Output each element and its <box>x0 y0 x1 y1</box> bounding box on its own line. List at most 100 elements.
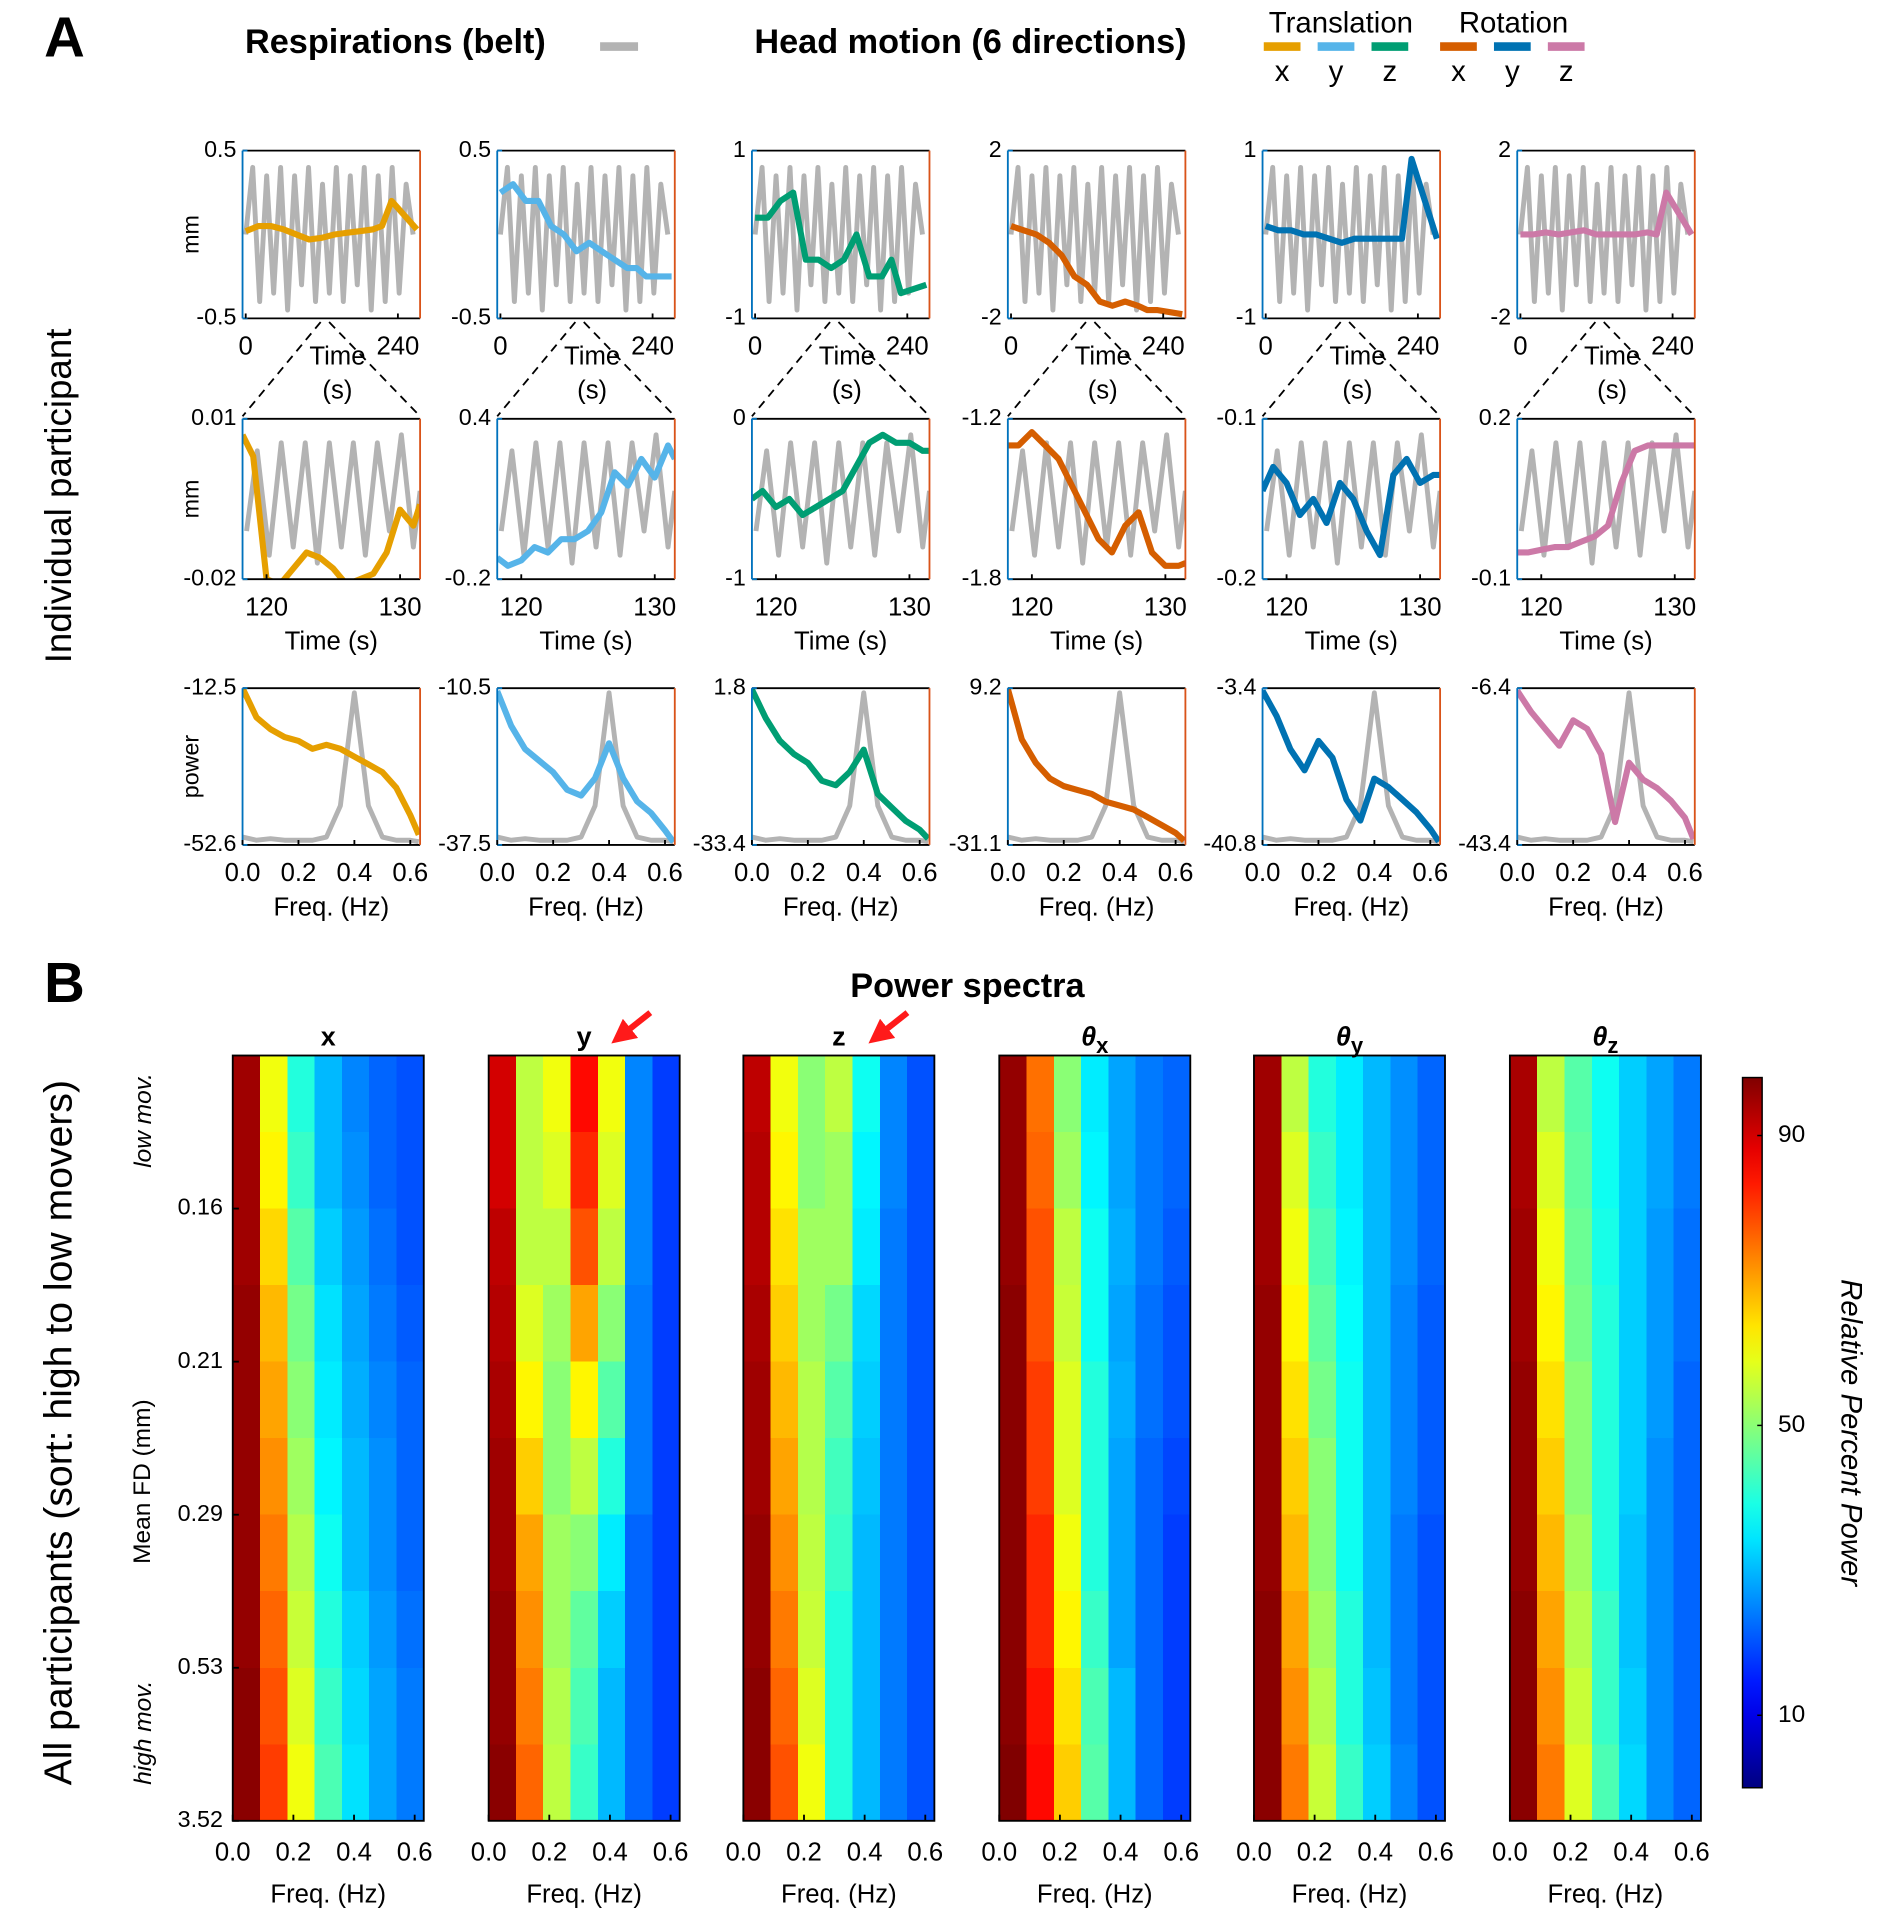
x-tick-label: 0.2 <box>281 859 317 887</box>
motion-line <box>497 689 675 844</box>
respiration-line <box>752 164 925 313</box>
y-tick-label: -1.2 <box>962 404 1002 430</box>
heat-cell <box>1253 1591 1282 1669</box>
heat-cell <box>1591 1055 1620 1133</box>
respiration-line <box>1007 690 1185 845</box>
heat-cell <box>1537 1132 1566 1210</box>
respiration-line <box>1518 432 1695 566</box>
motion-line <box>242 433 421 580</box>
heat-cell <box>852 1208 881 1286</box>
heat-cell <box>341 1055 370 1133</box>
x-axis-label: Freq. (Hz) <box>781 1880 897 1908</box>
heat-cell <box>770 1132 799 1210</box>
heat-cell <box>1509 1744 1538 1822</box>
row-label: All participants (sort: high to low move… <box>38 1080 81 1785</box>
heat-cell <box>999 1667 1028 1746</box>
heat-cell <box>1390 1591 1419 1669</box>
heat-cell <box>232 1285 261 1363</box>
motion-line <box>1010 223 1183 318</box>
heat-cell <box>1591 1132 1620 1210</box>
annotation-arrow <box>868 1010 910 1044</box>
x-tick-label: 0.6 <box>647 859 683 887</box>
x-axis-label: Time <box>1075 342 1131 370</box>
zoom-line <box>1093 321 1187 417</box>
heat-cell <box>543 1438 572 1516</box>
respiration-line <box>1263 164 1436 313</box>
heat-cell <box>1591 1361 1620 1439</box>
heat-cell <box>1081 1514 1110 1592</box>
heat-cell <box>907 1361 936 1439</box>
heat-cell <box>396 1514 425 1592</box>
title-subscript: z <box>1607 1033 1618 1058</box>
heat-cell <box>852 1744 881 1822</box>
heat-cell <box>1281 1744 1310 1822</box>
heat-cell <box>597 1438 626 1516</box>
heat-cell <box>1564 1361 1593 1439</box>
heat-cell <box>1026 1667 1055 1746</box>
y-tick-label: 1 <box>1243 136 1256 162</box>
motion-line <box>244 197 420 243</box>
motion-line <box>1262 689 1441 844</box>
heat-cell <box>287 1438 316 1516</box>
heat-cell <box>1053 1132 1082 1210</box>
heat-cell <box>515 1055 544 1133</box>
legend-label: y <box>1505 55 1520 88</box>
y-tick-label: 0.16 <box>178 1194 223 1220</box>
heat-cell <box>314 1667 343 1746</box>
y-tick-label: -1 <box>1236 304 1257 330</box>
heat-cell <box>743 1361 772 1439</box>
x-tick-label: 120 <box>245 593 288 621</box>
heat-cell <box>597 1285 626 1363</box>
legend-group: Translation <box>1269 6 1413 39</box>
title-text: θ <box>1081 1021 1096 1051</box>
heat-cell <box>396 1744 425 1822</box>
heat-cell <box>1135 1438 1164 1516</box>
x-tick-label: 0.0 <box>981 1839 1017 1867</box>
heat-cell <box>314 1591 343 1669</box>
heat-cell <box>543 1667 572 1746</box>
heat-cell <box>1135 1132 1164 1210</box>
heat-cell <box>1537 1591 1566 1669</box>
x-tick-label: 0.2 <box>1046 859 1082 887</box>
respiration-legend: Respirations (belt) <box>245 23 546 61</box>
heat-cell <box>232 1132 261 1210</box>
respiration-line <box>1517 690 1694 845</box>
heat-cell <box>652 1208 681 1286</box>
x-tick-label: 0.2 <box>1297 1839 1333 1867</box>
heat-cell <box>597 1667 626 1746</box>
heat-cell <box>543 1055 572 1133</box>
heat-cell <box>852 1132 881 1210</box>
zoom-line <box>1516 321 1597 417</box>
y-tick-label: 0.29 <box>178 1500 223 1526</box>
heat-cell <box>825 1667 854 1746</box>
motion-line <box>242 688 421 836</box>
heat-cell <box>1335 1514 1364 1592</box>
heat-cell <box>1053 1514 1082 1592</box>
heat-cell <box>852 1591 881 1669</box>
heat-cell <box>1619 1438 1648 1516</box>
heat-cell <box>232 1514 261 1592</box>
heat-cell <box>488 1438 517 1516</box>
heat-cell <box>879 1132 908 1210</box>
heat-cell <box>1564 1514 1593 1592</box>
title-text: θ <box>1336 1021 1351 1051</box>
y-axis-label: mm <box>177 480 203 519</box>
title-text: y <box>577 1021 592 1051</box>
y-tick-label: -1 <box>725 304 746 330</box>
heat-cell <box>743 1744 772 1822</box>
heat-cell <box>797 1055 826 1133</box>
zoom-line <box>1603 321 1696 417</box>
x-tick-label: 0 <box>493 333 507 361</box>
heat-cell <box>488 1591 517 1669</box>
annotation-arrow <box>611 1010 653 1044</box>
zoom-line <box>241 321 322 417</box>
heat-cell <box>652 1514 681 1592</box>
respiration-line <box>497 690 674 845</box>
respiration-line <box>751 690 929 845</box>
heat-cell <box>314 1208 343 1286</box>
heat-cell <box>1646 1208 1675 1286</box>
heat-cell <box>879 1438 908 1516</box>
x-axis-label: (s) <box>322 377 352 405</box>
heat-cell <box>1673 1285 1702 1363</box>
heat-cell <box>1053 1055 1082 1133</box>
